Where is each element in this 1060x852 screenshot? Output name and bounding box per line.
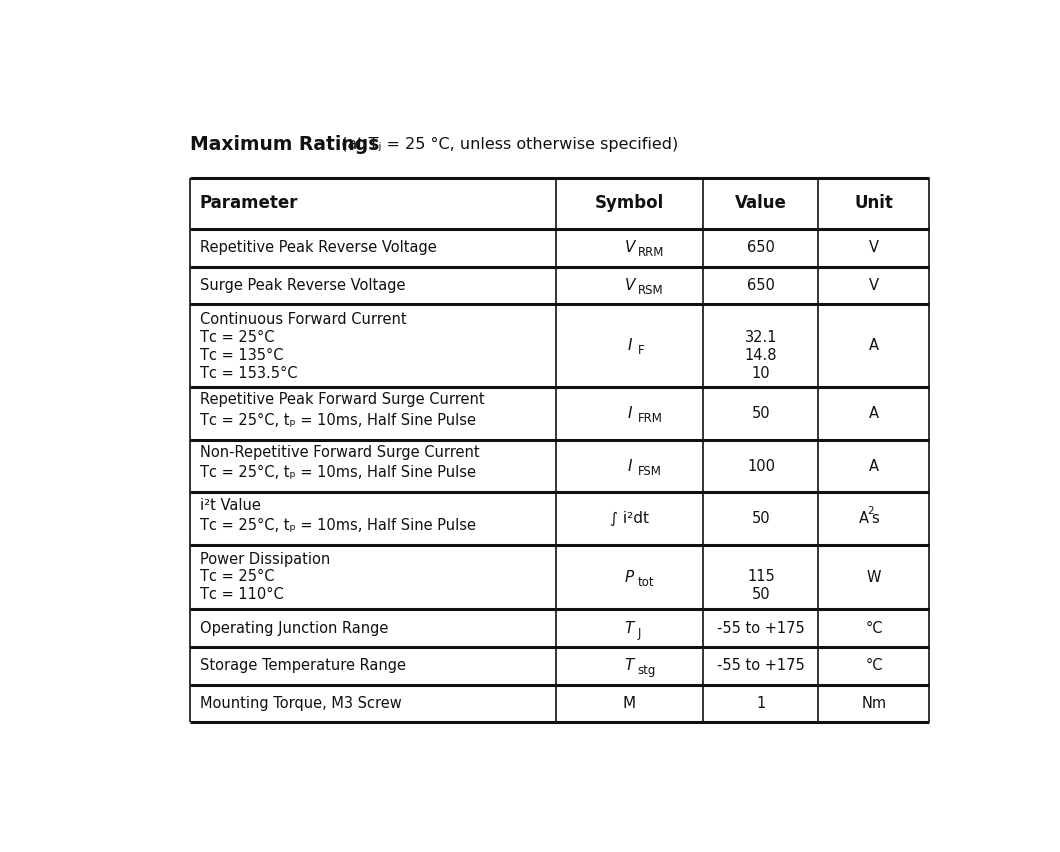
Text: tot: tot bbox=[638, 576, 654, 589]
Text: Tᴄ = 25°C, tₚ = 10ms, Half Sine Pulse: Tᴄ = 25°C, tₚ = 10ms, Half Sine Pulse bbox=[200, 465, 476, 481]
Text: FRM: FRM bbox=[638, 412, 662, 425]
Text: -55 to +175: -55 to +175 bbox=[717, 620, 805, 636]
Text: s: s bbox=[871, 511, 879, 527]
Text: RSM: RSM bbox=[638, 284, 664, 297]
Text: Parameter: Parameter bbox=[200, 194, 298, 212]
Text: Maximum Ratings: Maximum Ratings bbox=[190, 135, 379, 154]
Text: Repetitive Peak Reverse Voltage: Repetitive Peak Reverse Voltage bbox=[200, 240, 437, 256]
Text: A: A bbox=[869, 338, 879, 353]
Text: 14.8: 14.8 bbox=[745, 348, 777, 364]
Text: 1: 1 bbox=[757, 696, 765, 711]
Text: A: A bbox=[869, 406, 879, 421]
Text: I: I bbox=[628, 458, 632, 474]
Text: J: J bbox=[638, 627, 641, 640]
Text: RRM: RRM bbox=[638, 246, 665, 259]
Text: A: A bbox=[859, 511, 869, 527]
Text: V: V bbox=[624, 240, 635, 256]
Text: i²t Value: i²t Value bbox=[200, 498, 261, 513]
Text: Non-Repetitive Forward Surge Current: Non-Repetitive Forward Surge Current bbox=[200, 445, 479, 460]
Text: Repetitive Peak Forward Surge Current: Repetitive Peak Forward Surge Current bbox=[200, 392, 484, 407]
Text: Unit: Unit bbox=[854, 194, 894, 212]
Text: 50: 50 bbox=[752, 511, 771, 527]
Text: Storage Temperature Range: Storage Temperature Range bbox=[200, 659, 406, 673]
Text: Mounting Torque, M3 Screw: Mounting Torque, M3 Screw bbox=[200, 696, 402, 711]
Text: Continuous Forward Current: Continuous Forward Current bbox=[200, 313, 406, 327]
Text: A: A bbox=[869, 458, 879, 474]
Text: °C: °C bbox=[865, 620, 883, 636]
Text: W: W bbox=[867, 570, 881, 584]
Text: I: I bbox=[628, 338, 632, 353]
Text: Value: Value bbox=[735, 194, 787, 212]
Text: Nm: Nm bbox=[862, 696, 886, 711]
Text: V: V bbox=[869, 240, 879, 256]
Text: Tᴄ = 25°C: Tᴄ = 25°C bbox=[200, 569, 275, 584]
Text: I: I bbox=[628, 406, 632, 421]
Text: -55 to +175: -55 to +175 bbox=[717, 659, 805, 673]
Text: F: F bbox=[638, 344, 644, 357]
Text: Tᴄ = 25°C, tₚ = 10ms, Half Sine Pulse: Tᴄ = 25°C, tₚ = 10ms, Half Sine Pulse bbox=[200, 412, 476, 428]
Text: (at Tⱼ = 25 °C, unless otherwise specified): (at Tⱼ = 25 °C, unless otherwise specifi… bbox=[336, 137, 678, 153]
Text: 10: 10 bbox=[752, 366, 771, 382]
Text: 650: 650 bbox=[747, 240, 775, 256]
Text: 100: 100 bbox=[747, 458, 775, 474]
Text: Tᴄ = 25°C, tₚ = 10ms, Half Sine Pulse: Tᴄ = 25°C, tₚ = 10ms, Half Sine Pulse bbox=[200, 518, 476, 533]
Text: 115: 115 bbox=[747, 569, 775, 584]
Text: 50: 50 bbox=[752, 406, 771, 421]
Text: Tᴄ = 153.5°C: Tᴄ = 153.5°C bbox=[200, 366, 298, 382]
Text: stg: stg bbox=[638, 665, 656, 677]
Text: Power Dissipation: Power Dissipation bbox=[200, 551, 330, 567]
Text: Operating Junction Range: Operating Junction Range bbox=[200, 620, 388, 636]
Text: Tᴄ = 25°C: Tᴄ = 25°C bbox=[200, 331, 275, 345]
Text: 32.1: 32.1 bbox=[745, 331, 777, 345]
Text: Tᴄ = 110°C: Tᴄ = 110°C bbox=[200, 587, 284, 602]
Text: °C: °C bbox=[865, 659, 883, 673]
Text: Symbol: Symbol bbox=[595, 194, 665, 212]
Text: Tᴄ = 135°C: Tᴄ = 135°C bbox=[200, 348, 283, 364]
Text: T: T bbox=[624, 659, 634, 673]
Text: 50: 50 bbox=[752, 587, 771, 602]
Text: M: M bbox=[623, 696, 636, 711]
Text: 650: 650 bbox=[747, 278, 775, 293]
Text: P: P bbox=[625, 570, 634, 584]
Text: T: T bbox=[624, 620, 634, 636]
Text: Surge Peak Reverse Voltage: Surge Peak Reverse Voltage bbox=[200, 278, 405, 293]
Text: ∫ i²dt: ∫ i²dt bbox=[610, 511, 649, 527]
Text: FSM: FSM bbox=[638, 465, 661, 478]
Text: V: V bbox=[869, 278, 879, 293]
Text: 2: 2 bbox=[867, 506, 873, 516]
Text: V: V bbox=[624, 278, 635, 293]
